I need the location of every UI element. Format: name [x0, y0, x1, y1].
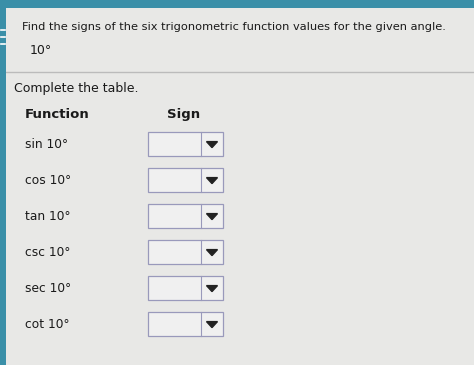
Text: Find the signs of the six trigonometric function values for the given angle.: Find the signs of the six trigonometric …	[22, 22, 446, 32]
Bar	[148, 204, 223, 228]
Polygon shape	[207, 285, 218, 292]
Polygon shape	[207, 322, 218, 328]
Polygon shape	[207, 142, 218, 147]
Text: sec 10°: sec 10°	[25, 281, 71, 295]
Text: cot 10°: cot 10°	[25, 318, 70, 330]
Text: Sign: Sign	[167, 108, 200, 121]
Bar	[148, 312, 223, 336]
Polygon shape	[207, 250, 218, 256]
Text: Function: Function	[25, 108, 90, 121]
Text: Complete the table.: Complete the table.	[14, 82, 138, 95]
Bar	[148, 276, 223, 300]
Bar	[148, 240, 223, 264]
Polygon shape	[207, 178, 218, 184]
Text: csc 10°: csc 10°	[25, 246, 70, 258]
Text: sin 10°: sin 10°	[25, 138, 68, 150]
Text: 10°: 10°	[30, 44, 52, 57]
Bar	[148, 168, 223, 192]
Bar	[0, 0, 474, 8]
Text: tan 10°: tan 10°	[25, 210, 71, 223]
Bar	[148, 132, 223, 156]
Polygon shape	[207, 214, 218, 220]
Bar	[0, 0, 6, 365]
Text: cos 10°: cos 10°	[25, 173, 71, 187]
